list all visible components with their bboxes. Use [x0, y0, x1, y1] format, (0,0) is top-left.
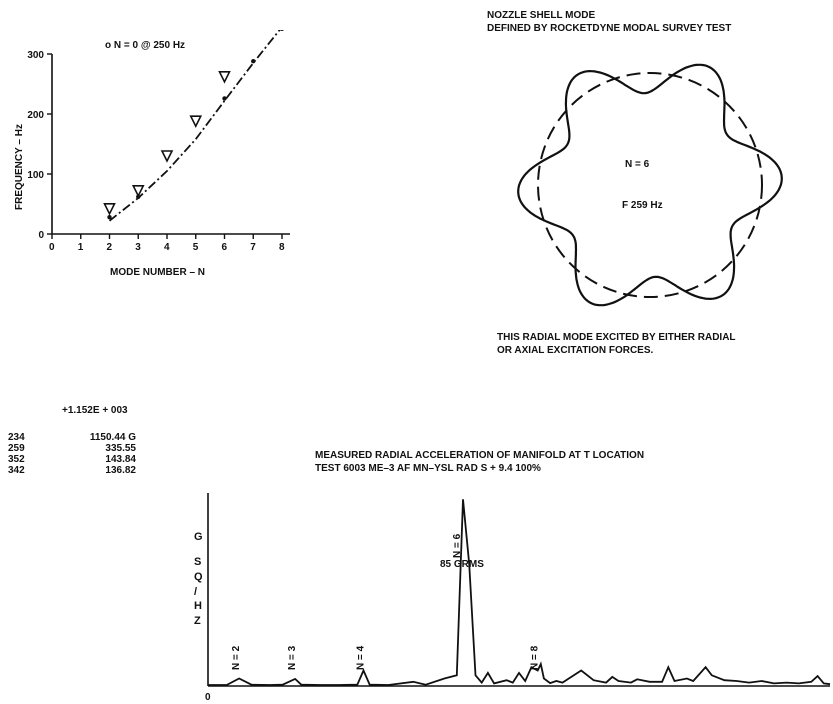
peak-freq: 259 — [8, 443, 25, 454]
y-label-letter: Q — [194, 571, 203, 583]
peak-label: N = 4 — [356, 645, 367, 670]
freq-x-label: MODE NUMBER – N — [110, 267, 205, 278]
nozzle-mode-diagram: N = 6 F 259 Hz — [517, 63, 783, 307]
peak-label: N = 2 — [231, 645, 242, 670]
mode-shape-curve — [517, 63, 783, 307]
x-tick-label: 4 — [164, 242, 170, 253]
dot-marker — [280, 30, 284, 31]
dot-marker — [222, 96, 227, 101]
mode-title-2: DEFINED BY ROCKETDYNE MODAL SURVEY TEST — [487, 23, 732, 34]
spectrum-origin-label: 0 — [205, 692, 211, 703]
y-label-letter: S — [194, 556, 201, 568]
spectrum-y-label: G SQ / HZ — [194, 531, 203, 627]
dot-marker — [107, 215, 112, 220]
spectrum-chart: G SQ / HZ N = 2 N = 3 N = 4 N = 6 N = 8 85 GRMS… — [194, 493, 831, 703]
peak-freq: 234 — [8, 432, 25, 443]
frequency-mode-chart: 0 1 2 3 4 5 6 7 8 0 100 200 300 o N = 0 @ 250 Hz MOD… — [14, 30, 290, 278]
mode-f-label: F 259 Hz — [622, 200, 663, 211]
x-tick-label: 8 — [279, 242, 285, 253]
peak-amp: 335.55 — [105, 443, 136, 454]
undeformed-circle — [537, 72, 763, 298]
x-tick-label: 6 — [222, 242, 228, 253]
peak-row: 352 143.84 — [8, 454, 136, 465]
mode-title-1: NOZZLE SHELL MODE — [487, 10, 596, 21]
spectrum-title: MEASURED RADIAL ACCELERATION OF MANIFOLD… — [315, 450, 645, 461]
freq-markers — [103, 30, 284, 220]
x-tick-label: 1 — [78, 242, 84, 253]
triangle-marker — [131, 185, 145, 198]
spectrum-peak-labels: N = 2 N = 3 N = 4 N = 6 N = 8 — [231, 533, 541, 670]
peak-label: N = 3 — [287, 645, 298, 670]
triangle-marker — [189, 115, 203, 128]
triangle-marker — [103, 203, 116, 216]
y-tick-label: 200 — [27, 110, 44, 121]
triangle-marker — [218, 70, 231, 84]
scale-label: +1.152E + 003 — [62, 405, 128, 416]
peak-row: 342 136.82 — [8, 465, 136, 476]
y-label-letter: G — [194, 531, 203, 543]
peak-amp: 1150.44 G — [89, 432, 136, 443]
peak-freq: 342 — [8, 465, 25, 476]
mode-caption-2: OR AXIAL EXCITATION FORCES. — [497, 345, 654, 356]
y-tick-label: 300 — [27, 50, 44, 61]
peak-row: 259 335.55 — [8, 443, 136, 454]
freq-legend: o N = 0 @ 250 Hz — [105, 40, 185, 51]
grms-label: 85 GRMS — [440, 559, 484, 570]
x-tick-label: 2 — [107, 242, 113, 253]
triangle-marker — [160, 150, 174, 163]
freq-ticks: 0 1 2 3 4 5 6 7 8 0 100 200 300 — [27, 50, 285, 253]
spectrum-line — [208, 499, 831, 686]
y-label-letter: / — [194, 586, 197, 598]
y-label-letter: Z — [194, 615, 201, 627]
mode-caption-1: THIS RADIAL MODE EXCITED BY EITHER RADIA… — [497, 332, 736, 343]
dot-marker — [136, 194, 141, 199]
peak-row: 234 1150.44 G — [8, 432, 136, 443]
dot-marker — [251, 59, 256, 64]
peak-label: N = 8 — [530, 645, 541, 670]
peak-label: N = 6 — [452, 533, 463, 558]
peak-amp: 143.84 — [105, 454, 136, 465]
peak-list: 234 1150.44 G 259 335.55 352 143.84 342 … — [8, 432, 136, 476]
x-tick-label: 7 — [250, 242, 256, 253]
y-label-letter: H — [194, 600, 202, 612]
x-tick-label: 5 — [193, 242, 199, 253]
y-tick-label: 100 — [27, 170, 44, 181]
mode-n-label: N = 6 — [625, 159, 650, 170]
freq-y-label: FREQUENCY – Hz — [14, 124, 25, 210]
spectrum-subtitle: TEST 6003 ME–3 AF MN–YSL RAD S + 9.4 100… — [315, 463, 541, 474]
peak-freq: 352 — [8, 454, 25, 465]
y-tick-label: 0 — [38, 230, 44, 241]
x-tick-label: 0 — [49, 242, 55, 253]
x-tick-label: 3 — [135, 242, 141, 253]
peak-amp: 136.82 — [105, 465, 136, 476]
